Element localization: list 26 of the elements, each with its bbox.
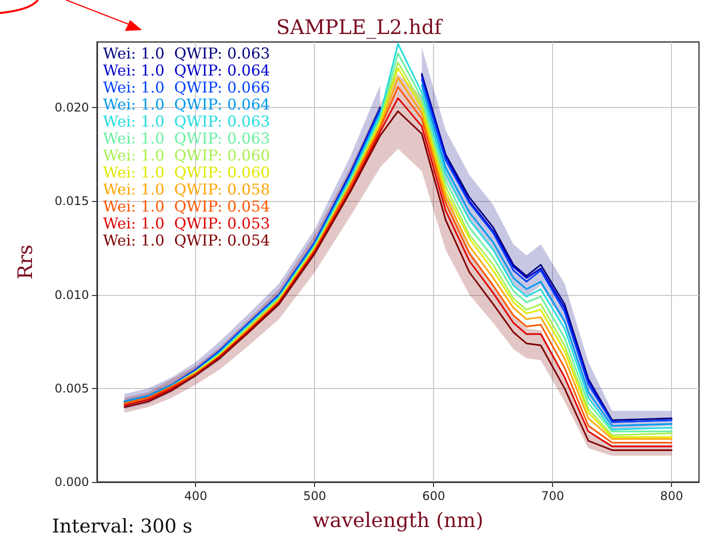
y-tick-label: 0.020 [54, 100, 89, 115]
text: Wei: 1.0 QWIP: 0.063 [103, 112, 270, 130]
text: Wei: 1.0 QWIP: 0.053 [103, 214, 270, 232]
y-tick-label: 0.000 [54, 475, 89, 489]
text: Interval: 300 s [52, 516, 192, 538]
x-tick-label: 700 [541, 489, 564, 503]
y-tick-label: 0.010 [54, 288, 89, 302]
text: Wei: 1.0 QWIP: 0.058 [103, 180, 270, 198]
text: Wei: 1.0 QWIP: 0.064 [103, 62, 270, 80]
text: Wei: 1.0 QWIP: 0.060 [103, 146, 270, 164]
text: Wei: 1.0 QWIP: 0.066 [103, 78, 270, 96]
x-tick-label: 400 [184, 489, 208, 503]
y-tick-label: 0.005 [54, 381, 89, 396]
y-axis-title: Rrs [13, 244, 37, 280]
x-axis-title: wavelength (nm) [312, 508, 484, 532]
text: Wei: 1.0 QWIP: 0.064 [103, 96, 270, 114]
text: Wei: 1.0 QWIP: 0.060 [103, 164, 270, 182]
text: Wei: 1.0 QWIP: 0.063 [103, 130, 270, 148]
chart-title: SAMPLE_L2.hdf [276, 15, 444, 39]
text: Wei: 1.0 QWIP: 0.063 [103, 44, 270, 62]
text: Wei: 1.0 QWIP: 0.054 [103, 232, 270, 250]
x-tick-label: 600 [422, 489, 446, 503]
text: Wei: 1.0 QWIP: 0.054 [103, 198, 270, 216]
x-tick-label: 500 [303, 489, 326, 503]
x-tick-label: 800 [660, 489, 684, 503]
y-tick-label: 0.015 [54, 194, 89, 208]
